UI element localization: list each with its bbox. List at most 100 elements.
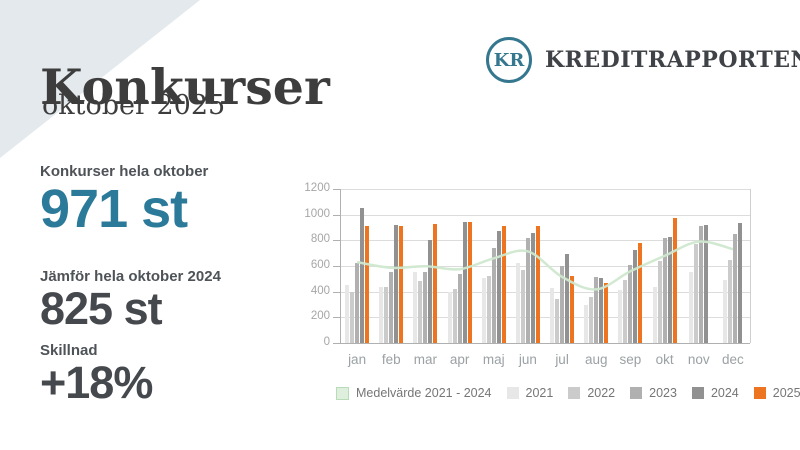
bar-2024-aug [599, 278, 604, 343]
y-axis-tick [333, 240, 340, 242]
x-axis-label-apr: apr [449, 352, 470, 367]
bar-2025-jan [365, 226, 370, 343]
legend-2023-label: 2023 [649, 386, 677, 400]
bar-2022-maj [486, 276, 491, 343]
y-axis-tick [333, 317, 340, 319]
brand-logo: KR KREDITRAPPORTEN [486, 37, 800, 83]
x-axis-label-jul: jul [555, 352, 569, 367]
bar-2024-feb [394, 224, 399, 343]
y-axis-label: 400 [310, 284, 330, 297]
x-axis-label-okt: okt [655, 352, 674, 367]
bar-2021-mar [413, 272, 418, 343]
bar-2025-okt [672, 218, 677, 343]
bar-2024-jun [530, 233, 535, 343]
gridline [340, 317, 750, 319]
bar-2022-aug [589, 297, 594, 343]
bar-2023-nov [699, 225, 704, 343]
gridline [340, 214, 750, 216]
legend-2024-swatch [691, 387, 704, 399]
bar-2023-dec [733, 233, 738, 343]
x-axis-label-aug: aug [584, 352, 608, 367]
bar-2024-jan [360, 208, 365, 343]
y-axis-label: 800 [310, 233, 330, 246]
bar-2024-okt [667, 237, 672, 343]
bar-2023-jul [560, 266, 565, 343]
bar-2024-dec [738, 223, 743, 343]
legend-2021-label: 2021 [525, 386, 554, 400]
stat-label: Skillnad [40, 342, 98, 359]
bar-2025-maj [501, 226, 506, 343]
bar-2023-feb [389, 272, 394, 343]
y-axis-label: 1000 [304, 207, 330, 220]
bar-2025-sep [638, 242, 643, 343]
y-axis-label: 600 [310, 259, 330, 271]
stat-compare-2024: Jämför hela oktober 2024 825 st [40, 268, 221, 334]
legend-2025-swatch [753, 387, 766, 399]
stat-difference: Skillnad +18% [40, 342, 153, 408]
x-axis-label-maj: maj [482, 352, 505, 367]
x-axis-label-mar: mar [413, 352, 438, 367]
x-axis-label-feb: feb [381, 352, 401, 367]
plot-right-border [750, 189, 751, 343]
bar-2024-jul [565, 254, 570, 343]
bar-2025-feb [399, 225, 404, 343]
bar-2025-mar [433, 223, 438, 343]
y-axis-tick [333, 189, 340, 190]
bar-2025-jul [570, 276, 575, 343]
legend-2022: 2022 [568, 386, 615, 400]
y-axis-label: 1200 [304, 182, 330, 194]
gridline [340, 343, 750, 344]
gridline [340, 291, 750, 293]
stat-total-october: Konkurser hela oktober 971 st [40, 163, 208, 238]
legend-average: Medelvärde 2021 - 2024 [336, 386, 492, 400]
y-axis-tick [333, 214, 340, 216]
bar-2021-sep [618, 289, 623, 343]
legend-2021: 2021 [506, 386, 554, 400]
bar-2022-jul [555, 298, 560, 343]
legend-2025: 2025 [753, 386, 800, 400]
bar-2021-maj [481, 278, 486, 343]
bar-2021-nov [689, 271, 694, 343]
bar-2022-dec [728, 259, 733, 343]
gridline [340, 189, 750, 190]
legend-2024-label: 2024 [710, 386, 739, 400]
bar-2024-sep [633, 249, 638, 343]
chart-legend: Medelvärde 2021 - 2024 2021 2022 2023 2024 20… [336, 386, 800, 400]
bar-2023-sep [628, 265, 633, 343]
kr-logo-initials: KR [493, 49, 525, 71]
bar-2021-feb [379, 287, 384, 343]
bar-2023-maj [491, 248, 496, 343]
y-axis-label: 0 [323, 336, 330, 348]
x-axis-label-dec: dec [722, 352, 744, 367]
bar-2024-nov [704, 224, 709, 343]
y-axis-line [340, 189, 341, 343]
bar-2022-apr [452, 289, 457, 343]
legend-2024: 2024 [691, 386, 739, 400]
stat-value: 825 st [40, 283, 163, 334]
stat-label: Konkurser hela oktober [40, 163, 209, 180]
x-axis-label-sep: sep [619, 352, 642, 367]
bar-2025-apr [467, 221, 472, 343]
bar-2024-mar [428, 240, 433, 343]
bar-2022-okt [657, 260, 662, 343]
legend-average-label: Medelvärde 2021 - 2024 [356, 386, 492, 400]
y-axis-tick [333, 291, 340, 293]
stat-value: +18% [40, 357, 153, 408]
bankruptcy-chart: Medelvärde 2021 - 2024 2021 2022 2023 2024 20… [296, 180, 800, 425]
bar-2022-jun [520, 270, 525, 343]
bar-2025-jun [535, 225, 540, 343]
legend-2022-label: 2022 [587, 386, 616, 400]
bar-2023-apr [457, 273, 462, 343]
bar-2022-sep [623, 280, 628, 343]
bar-2021-dec [723, 280, 728, 343]
x-axis-label-jan: jan [348, 352, 367, 367]
x-axis-label-jun: jun [518, 352, 537, 367]
bar-2021-aug [584, 305, 589, 343]
bar-2022-feb [384, 286, 389, 343]
bar-2023-mar [423, 271, 428, 343]
y-axis-tick [333, 343, 340, 344]
bar-2023-okt [662, 238, 667, 343]
bar-2024-maj [496, 230, 501, 343]
y-axis-tick [333, 266, 340, 267]
bar-2023-aug [594, 276, 599, 343]
